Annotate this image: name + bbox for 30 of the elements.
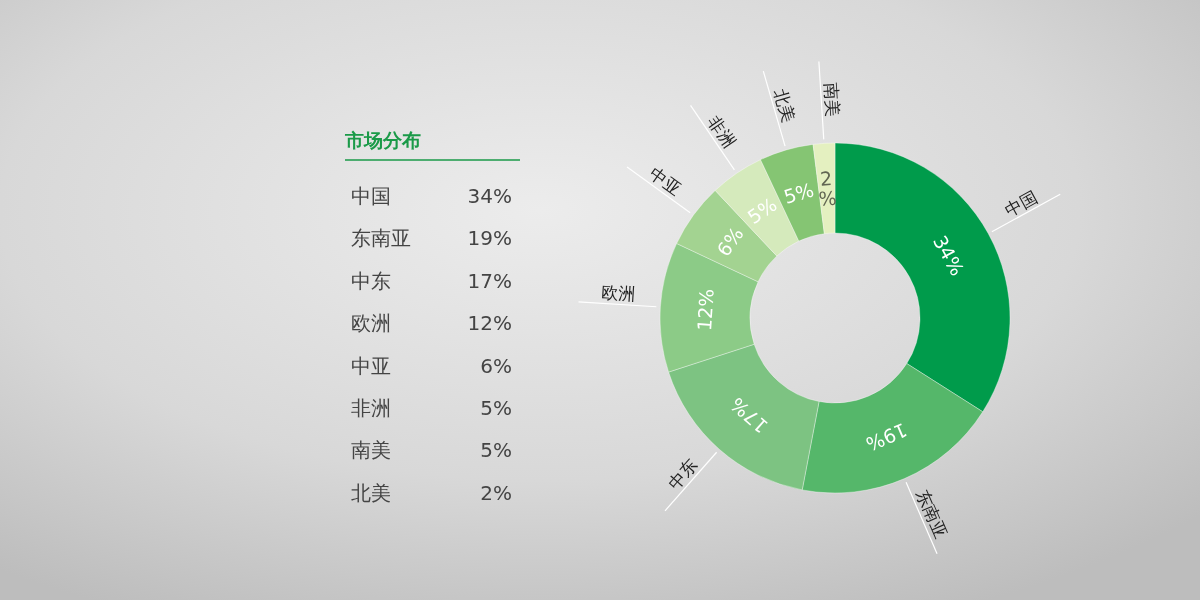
category-label: 中亚 — [351, 353, 391, 378]
category-label: 南美 — [351, 438, 391, 463]
data-label: 19% — [862, 418, 911, 456]
slice-label: 北美 — [770, 86, 800, 125]
category-label: 中东 — [351, 268, 391, 293]
text: 市场分布 — [344, 129, 421, 151]
slice-label: 非洲 — [703, 111, 740, 152]
slice-label: 欧洲 — [600, 282, 636, 305]
data-label: 34% — [929, 231, 969, 280]
category-label: 欧洲 — [351, 311, 391, 336]
text: 17% — [467, 268, 512, 293]
category-label: 中国 — [351, 184, 391, 208]
data-label: 5% — [781, 178, 817, 208]
category-label: 东南亚 — [351, 226, 411, 251]
slice-label: 东南亚 — [912, 486, 951, 542]
slice-label: 中国 — [1001, 186, 1041, 221]
slice-label: 南美 — [821, 82, 844, 118]
data-label: 12% — [692, 288, 718, 332]
category-label: 非洲 — [351, 396, 391, 420]
slice-label: 中亚 — [645, 162, 685, 200]
text: 6% — [480, 353, 512, 378]
text: 5% — [480, 396, 512, 420]
text: 12% — [467, 311, 512, 336]
text: 2% — [480, 480, 512, 505]
slice-label: 中东 — [663, 454, 702, 494]
text: 19% — [467, 226, 512, 251]
text: 34% — [467, 184, 512, 208]
data-label: 2% — [817, 166, 838, 210]
text: 5% — [480, 438, 512, 463]
category-label: 北美 — [351, 480, 391, 505]
